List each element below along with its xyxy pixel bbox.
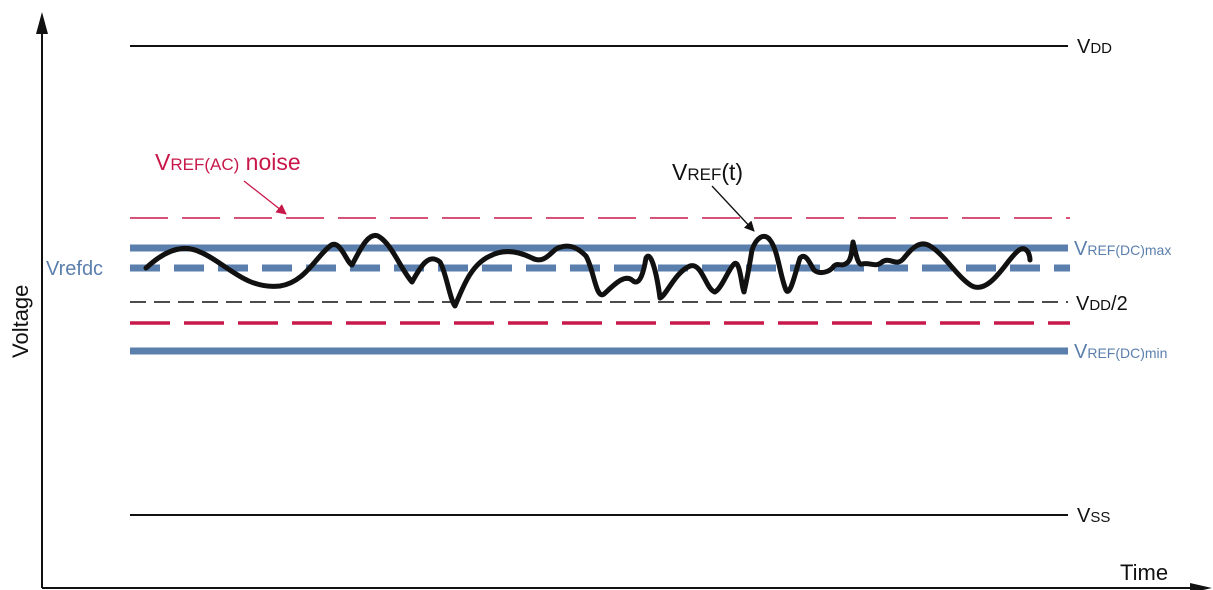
vss-label: VSS — [1077, 505, 1110, 527]
vref-ac-noise-label-sub: REF(AC) — [170, 155, 239, 174]
vref-t-label-suffix: (t) — [721, 159, 743, 185]
vref-ac-noise-label-main: V — [155, 149, 171, 175]
y-axis-label: Voltage — [8, 285, 33, 358]
vdd-half-label: VDD/2 — [1076, 293, 1128, 315]
y-axis-arrowhead — [36, 12, 48, 34]
vss-label-sub: SS — [1090, 509, 1110, 526]
vdd-half-label-suffix: /2 — [1111, 293, 1128, 315]
vdd-half-label-main: V — [1076, 293, 1090, 315]
vref-dc-max-label: VREF(DC)max — [1074, 238, 1171, 260]
vdd-half-label-sub: DD — [1089, 297, 1111, 314]
vref-t-waveform — [143, 233, 1033, 309]
x-axis-arrowhead — [1190, 583, 1212, 590]
vref-ac-noise-label-suffix: noise — [239, 149, 300, 175]
axes — [36, 12, 1212, 590]
vref-dc-max-label-main: V — [1074, 238, 1088, 260]
vdd-label-sub: DD — [1090, 40, 1112, 57]
vref-ac-noise-label: VREF(AC) noise — [155, 149, 301, 175]
vdd-label-main: V — [1077, 36, 1091, 58]
x-axis-label: Time — [1120, 560, 1168, 585]
vref-t-label: VREF(t) — [672, 159, 743, 185]
vref-t-arrow — [711, 185, 755, 232]
vref-ac-noise-arrow — [243, 180, 287, 215]
vref-dc-max-label-sub: REF(DC)max — [1087, 242, 1171, 258]
vref-dc-min-label: VREF(DC)min — [1074, 341, 1167, 363]
vss-label-main: V — [1077, 505, 1091, 527]
vdd-label: VDD — [1077, 36, 1112, 58]
vref-t-label-main: V — [672, 159, 688, 185]
vrefdc-label: Vrefdc — [46, 258, 103, 280]
vref-dc-min-label-sub: REF(DC)min — [1087, 345, 1167, 361]
vref-t-label-sub: REF — [687, 165, 721, 184]
vref-dc-min-label-main: V — [1074, 341, 1088, 363]
